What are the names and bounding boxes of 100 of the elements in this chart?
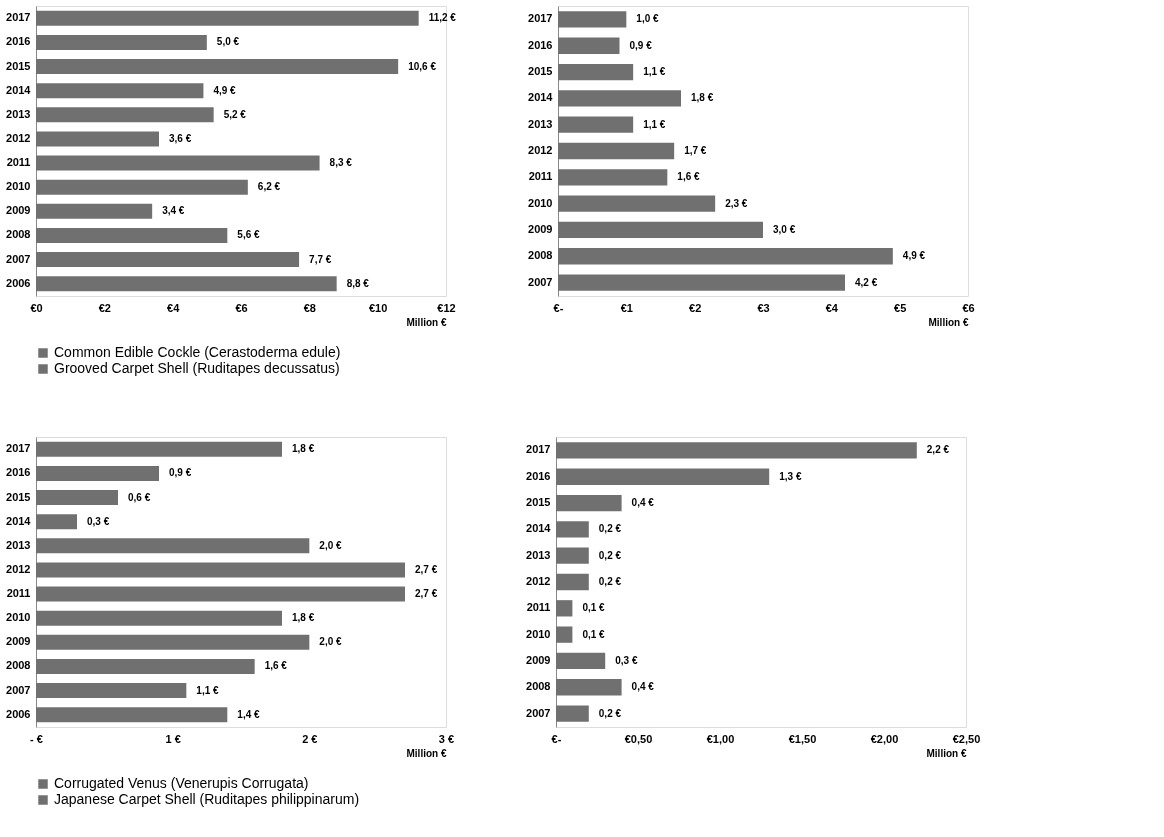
data-label: 5,2 € [223,108,247,120]
data-label: 1,1 € [643,66,666,78]
text: Japanese Carpet Shell (Ruditapes philippinarum) [54,791,360,807]
bar [36,155,320,171]
data-label: 2,7 € [415,588,438,600]
bar [36,179,248,195]
y-tick-label: 2017 [528,12,553,25]
x-tick-label: €6 [962,301,975,314]
bar [36,465,159,481]
legend-label: Corrugated Venus (Venerupis Corrugata) [54,775,309,791]
y-tick-label: 2017 [526,443,551,456]
x-tick-label: €2,00 [870,732,899,745]
bar [558,195,716,212]
data-label: 2,0 € [319,539,343,551]
bar [36,683,187,699]
data-label: 0,2 € [598,523,622,535]
bar [558,248,893,265]
y-tick-label: 2013 [6,538,31,551]
data-label: 3,0 € [773,223,796,235]
y-tick-label: 2016 [6,466,31,479]
bar [36,59,399,75]
x-tick-label: 3 € [438,732,455,745]
y-tick-label: 2013 [528,117,553,130]
data-label: 5,0 € [216,36,240,48]
bar [558,221,763,239]
x-tick-label: €0 [30,301,43,314]
bar [556,652,606,670]
bar [36,562,405,578]
y-tick-label: 2007 [528,275,553,288]
data-label: 0,2 € [598,549,622,561]
bar [556,573,589,591]
y-tick-label: 2016 [526,469,551,482]
data-label: 0,1 € [582,628,606,640]
x-tick-label: €10 [368,301,388,314]
data-label: 2,0 € [319,636,343,648]
data-label: 1,1 € [196,684,220,696]
y-tick-label: 2015 [6,59,31,72]
y-tick-label: 2011 [526,601,551,614]
y-tick-label: 2010 [6,180,31,193]
bar [556,626,573,643]
data-label: 6,2 € [257,181,281,193]
y-tick-label: 2015 [526,496,551,509]
bar [556,521,589,538]
bar [558,63,634,81]
data-label: 0,3 € [615,654,638,666]
x-tick-label: €1,50 [788,732,817,745]
x-tick-label: €2,50 [952,732,981,745]
y-tick-label: 2007 [526,706,551,719]
bar [36,707,228,723]
legend-label: Common Edible Cockle (Cerastoderma edule) [54,344,341,360]
y-tick-label: 2017 [6,442,31,455]
y-tick-label: 2006 [6,276,31,289]
data-label: 1,7 € [684,145,707,156]
x-tick-label: €- [551,732,562,745]
bar [556,705,589,722]
x-tick-label: €- [553,301,564,314]
y-tick-label: 2009 [526,653,551,666]
bar [558,116,634,133]
bar [556,679,622,696]
data-label: 7,7 € [309,253,332,265]
x-axis-title: Million € [406,747,447,759]
bar [36,227,228,243]
x-tick-label: €8 [303,301,316,314]
y-tick-label: 2008 [6,228,31,241]
x-tick-label: €5 [894,301,907,314]
data-label: 1,8 € [292,612,315,624]
data-label: 2,2 € [926,444,950,456]
bar [556,494,622,512]
bar [558,142,675,160]
y-tick-label: 2016 [6,35,31,48]
bar [36,586,405,602]
data-label: 4,9 € [213,84,237,96]
x-tick-label: €3 [757,301,770,314]
data-label: 2,7 € [415,563,438,575]
bar [36,538,310,554]
x-axis-title: Million € [406,316,447,328]
bar [558,37,620,54]
y-tick-label: 2007 [6,252,31,265]
bar [36,658,255,674]
bar [36,83,204,99]
x-tick-label: - € [30,732,43,745]
bar [558,90,681,107]
x-axis-title: Million € [928,316,969,328]
y-tick-label: 2014 [6,83,32,96]
y-tick-label: 2011 [6,587,31,600]
bar [36,634,310,650]
data-label: 1,8 € [292,443,315,455]
x-tick-label: €0,50 [624,732,653,745]
data-label: 1,0 € [636,13,660,25]
y-tick-label: 2011 [528,170,553,183]
data-label: 1,8 € [691,92,714,104]
y-tick-label: 2014 [528,91,554,104]
bar [556,468,770,485]
bar [558,169,668,186]
bar [36,252,300,268]
bar [36,10,419,26]
y-tick-label: 2006 [6,707,31,720]
bar [36,203,153,219]
data-label: 0,6 € [128,491,151,503]
y-tick-label: 2017 [6,11,31,24]
